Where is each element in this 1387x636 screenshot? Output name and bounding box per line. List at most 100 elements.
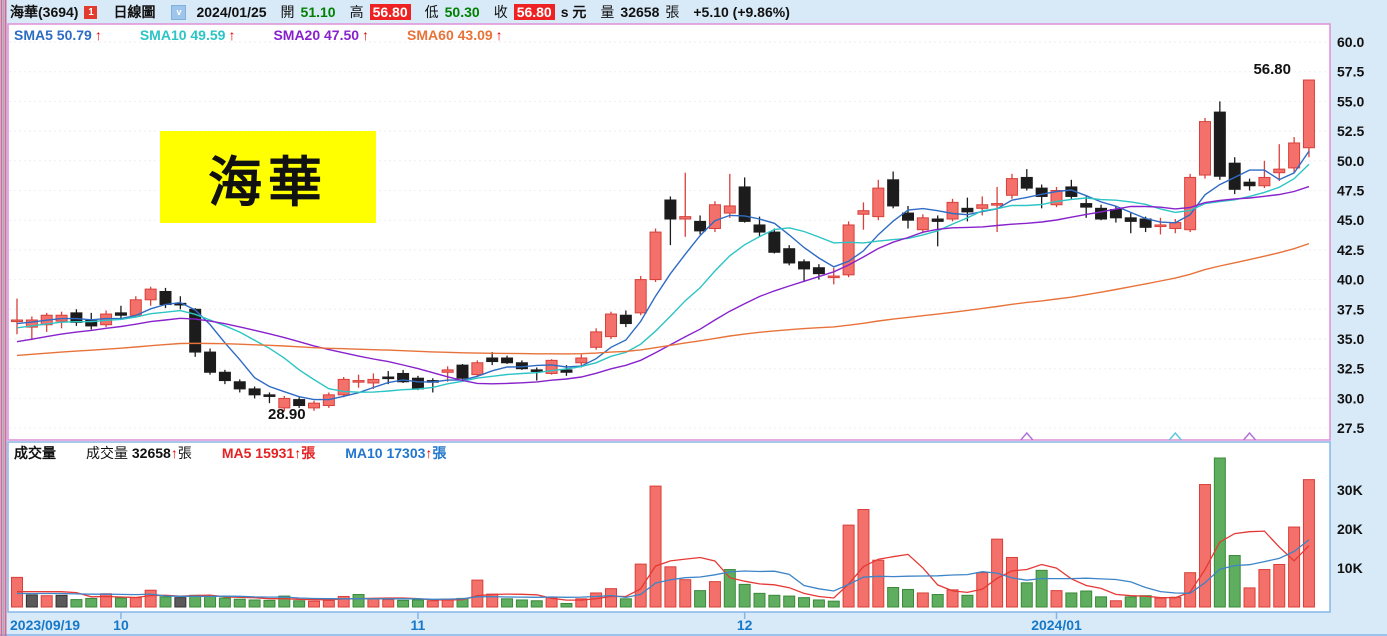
candle[interactable] bbox=[11, 319, 23, 323]
volume-bar[interactable] bbox=[278, 595, 291, 608]
volume-bar[interactable] bbox=[248, 599, 261, 608]
ma-legend-item-sma60[interactable]: SMA60 43.09 ↑ bbox=[407, 27, 503, 43]
chart-type-label[interactable]: 日線圖 bbox=[113, 4, 156, 20]
volume-bar[interactable] bbox=[1228, 555, 1241, 608]
volume-bar[interactable] bbox=[426, 600, 439, 608]
candle[interactable] bbox=[738, 186, 751, 222]
volume-bar[interactable] bbox=[144, 589, 157, 608]
event-marker-caret[interactable] bbox=[1243, 431, 1257, 441]
candle[interactable] bbox=[946, 201, 959, 220]
candle[interactable] bbox=[1184, 176, 1197, 231]
volume-bar[interactable] bbox=[322, 599, 335, 608]
volume-bar[interactable] bbox=[723, 569, 736, 608]
candle[interactable] bbox=[827, 275, 840, 279]
volume-bar[interactable] bbox=[218, 597, 231, 608]
candle[interactable] bbox=[456, 364, 469, 379]
volume-bar[interactable] bbox=[664, 566, 677, 608]
candle[interactable] bbox=[367, 378, 380, 384]
volume-bar[interactable] bbox=[204, 595, 217, 608]
volume-bar[interactable] bbox=[1288, 526, 1301, 608]
volume-bar[interactable] bbox=[887, 587, 900, 608]
volume-bar[interactable] bbox=[605, 588, 617, 608]
candle[interactable] bbox=[798, 261, 811, 270]
volume-bar[interactable] bbox=[812, 599, 825, 608]
candle[interactable] bbox=[114, 312, 127, 316]
candle[interactable] bbox=[723, 205, 736, 214]
candle[interactable] bbox=[337, 378, 350, 396]
candle[interactable] bbox=[961, 207, 974, 213]
volume-bar[interactable] bbox=[694, 590, 707, 608]
volume-bar[interactable] bbox=[916, 592, 929, 608]
volume-bar[interactable] bbox=[679, 579, 692, 608]
candle[interactable] bbox=[515, 362, 528, 370]
volume-bar[interactable] bbox=[798, 597, 811, 608]
candle[interactable] bbox=[471, 362, 484, 376]
volume-bar[interactable] bbox=[174, 597, 187, 608]
candle[interactable] bbox=[976, 204, 989, 209]
candle[interactable] bbox=[916, 217, 929, 231]
volume-bar[interactable] bbox=[515, 599, 528, 608]
alert-badge[interactable]: 1 bbox=[84, 5, 98, 19]
candle[interactable] bbox=[634, 279, 647, 314]
volume-bar[interactable] bbox=[1258, 569, 1271, 608]
candle[interactable] bbox=[887, 179, 900, 207]
volume-bar[interactable] bbox=[1213, 457, 1226, 608]
volume-bar[interactable] bbox=[308, 600, 320, 608]
candle[interactable] bbox=[679, 216, 692, 220]
volume-bar[interactable] bbox=[902, 588, 914, 608]
volume-bar[interactable] bbox=[619, 598, 632, 608]
volume-bar[interactable] bbox=[159, 596, 172, 608]
candle[interactable] bbox=[293, 399, 306, 407]
volume-bar[interactable] bbox=[961, 594, 974, 608]
candle[interactable] bbox=[753, 224, 766, 233]
volume-bar[interactable] bbox=[471, 579, 484, 608]
volume-bar[interactable] bbox=[1020, 582, 1033, 608]
volume-bar[interactable] bbox=[575, 598, 588, 608]
candle[interactable] bbox=[1228, 162, 1241, 190]
event-marker-caret[interactable] bbox=[1168, 431, 1182, 441]
volume-bar[interactable] bbox=[1154, 597, 1167, 608]
candle[interactable] bbox=[590, 331, 603, 348]
candle[interactable] bbox=[382, 376, 395, 380]
ma-legend-item-sma5[interactable]: SMA5 50.79 ↑ bbox=[14, 27, 102, 43]
volume-bar[interactable] bbox=[1065, 592, 1078, 608]
candle[interactable] bbox=[1288, 142, 1301, 169]
candle[interactable] bbox=[25, 319, 38, 328]
volume-bar[interactable] bbox=[753, 592, 766, 608]
candle[interactable] bbox=[1199, 121, 1211, 176]
candle[interactable] bbox=[1273, 168, 1286, 174]
volume-bar[interactable] bbox=[649, 485, 662, 608]
volume-bar[interactable] bbox=[931, 594, 944, 608]
candle[interactable] bbox=[278, 397, 291, 409]
candle[interactable] bbox=[560, 369, 573, 373]
volume-bar[interactable] bbox=[25, 594, 38, 608]
volume-bar[interactable] bbox=[382, 599, 395, 608]
volume-bar[interactable] bbox=[100, 593, 113, 608]
candle[interactable] bbox=[783, 248, 796, 264]
volume-bar[interactable] bbox=[397, 599, 410, 608]
volume-bar[interactable] bbox=[530, 600, 543, 608]
candle[interactable] bbox=[248, 388, 261, 396]
candle[interactable] bbox=[204, 351, 217, 373]
volume-bar[interactable] bbox=[337, 595, 350, 608]
candle[interactable] bbox=[1095, 207, 1108, 220]
candle[interactable] bbox=[857, 210, 870, 215]
candle[interactable] bbox=[649, 231, 662, 281]
volume-bar[interactable] bbox=[1139, 595, 1152, 608]
candle[interactable] bbox=[1124, 217, 1137, 222]
candle[interactable] bbox=[530, 369, 543, 372]
candle[interactable] bbox=[1109, 209, 1122, 219]
volume-bar[interactable] bbox=[857, 509, 870, 608]
candle[interactable] bbox=[1154, 224, 1167, 228]
candle[interactable] bbox=[694, 220, 707, 232]
candle[interactable] bbox=[411, 377, 424, 390]
candle[interactable] bbox=[575, 357, 588, 364]
candle[interactable] bbox=[1020, 176, 1033, 189]
volume-bar[interactable] bbox=[501, 598, 514, 608]
volume-bar[interactable] bbox=[352, 594, 365, 608]
candle[interactable] bbox=[1258, 176, 1271, 187]
volume-bar[interactable] bbox=[827, 600, 840, 608]
volume-bar[interactable] bbox=[40, 595, 53, 608]
volume-bar[interactable] bbox=[189, 594, 202, 608]
candle[interactable] bbox=[1080, 203, 1093, 208]
